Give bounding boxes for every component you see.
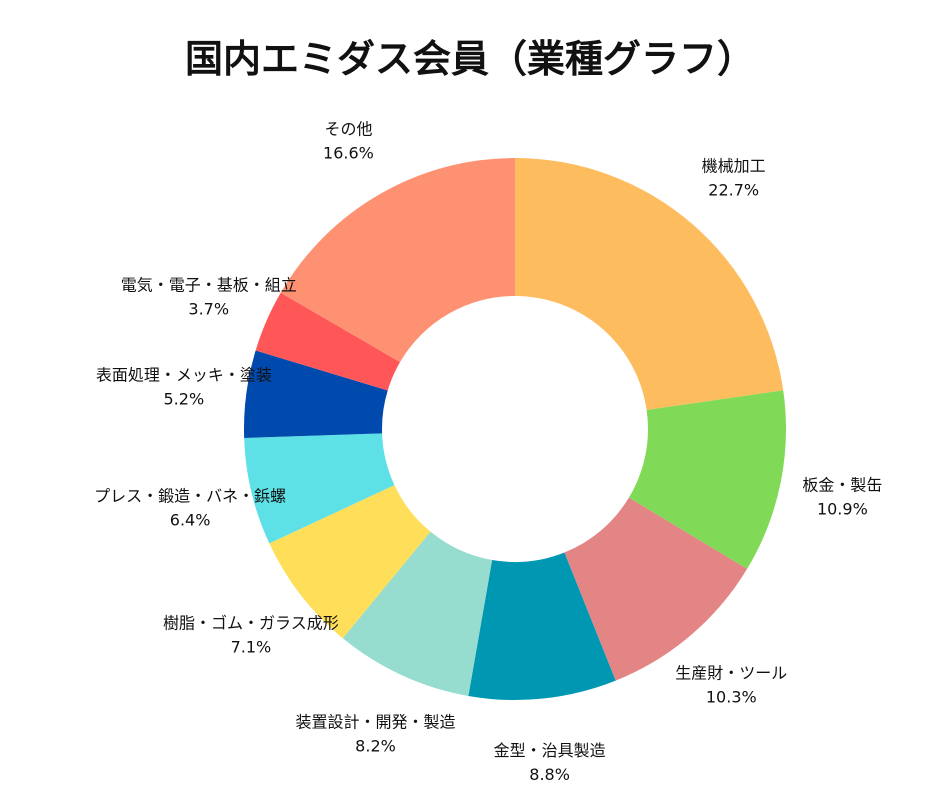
pie-slice-7: [244, 433, 395, 544]
pie-slice-10: [280, 158, 515, 363]
slice-percent-3: 10.3%: [706, 688, 757, 707]
slice-percent-5: 8.2%: [355, 736, 396, 755]
slice-label-3: 生産財・ツール: [675, 664, 787, 683]
pie-slice-2: [628, 390, 787, 569]
slice-percent-8: 5.2%: [164, 390, 205, 409]
pie-slice-1: [515, 158, 784, 411]
slice-percent-9: 3.7%: [188, 300, 229, 319]
slice-label-5: 装置設計・開発・製造: [296, 712, 456, 731]
slice-percent-2: 10.9%: [817, 499, 868, 518]
slice-percent-1: 22.7%: [708, 181, 759, 200]
slice-label-7: プレス・鍛造・バネ・鋲螺: [94, 487, 286, 506]
pie-slice-5: [342, 531, 493, 696]
chart-title: 国内エミダス会員（業種グラフ）: [185, 37, 755, 81]
slice-label-6: 樹脂・ゴム・ガラス成形: [163, 613, 339, 632]
slice-label-9: 電気・電子・基板・組立: [121, 276, 297, 295]
slice-percent-10: 16.6%: [323, 143, 374, 162]
pie-slice-3: [564, 497, 748, 681]
slice-label-2: 板金・製缶: [802, 475, 882, 494]
slices-layer: [243, 158, 787, 700]
slice-label-1: 機械加工: [702, 157, 766, 176]
slice-percent-6: 7.1%: [231, 637, 272, 656]
slice-percent-4: 8.8%: [529, 765, 570, 784]
slice-label-8: 表面処理・メッキ・塗装: [96, 366, 272, 385]
pie-slice-8: [243, 350, 388, 438]
slice-label-4: 金型・治具製造: [494, 741, 606, 760]
labels-layer: 機械加工 22.7% 板金・製缶 10.9% 生産財・ツール 10.3% 金型・治具製造 8.…: [94, 119, 882, 784]
pie-slice-4: [468, 552, 616, 700]
pie-slice-6: [269, 485, 431, 639]
pie-slice-9: [255, 292, 401, 391]
slice-percent-7: 6.4%: [170, 511, 211, 530]
slice-label-10: その他: [324, 119, 372, 138]
